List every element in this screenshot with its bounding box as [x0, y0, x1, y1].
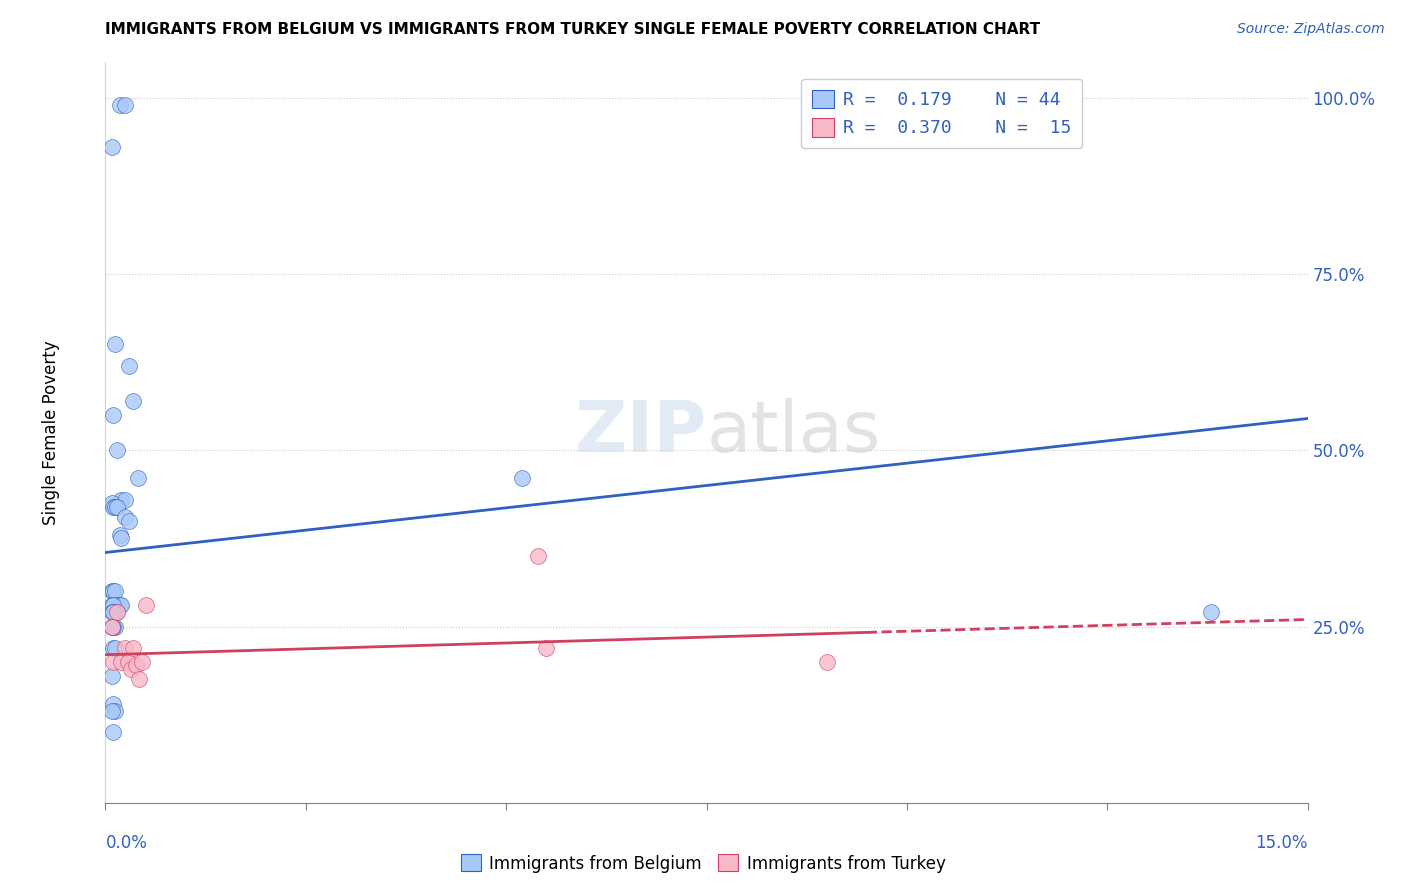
Point: [815, 655, 838, 669]
Point: [117, 655, 139, 669]
Point: [101, 619, 124, 633]
Point: [114, 640, 136, 655]
Point: [110, 532, 132, 546]
Point: [120, 662, 142, 676]
Point: [118, 359, 141, 373]
Text: Source: ZipAtlas.com: Source: ZipAtlas.com: [1237, 22, 1385, 37]
Text: ZIP: ZIP: [574, 398, 707, 467]
Point: [127, 471, 149, 485]
Text: atlas: atlas: [707, 398, 882, 467]
Point: [108, 599, 131, 613]
Point: [104, 500, 127, 514]
Text: IMMIGRANTS FROM BELGIUM VS IMMIGRANTS FROM TURKEY SINGLE FEMALE POVERTY CORRELAT: IMMIGRANTS FROM BELGIUM VS IMMIGRANTS FR…: [105, 22, 1040, 37]
Point: [103, 500, 125, 514]
Point: [107, 606, 129, 620]
Point: [110, 492, 132, 507]
Point: [103, 655, 125, 669]
Legend: R =  0.179    N = 44, R =  0.370    N =  15: R = 0.179 N = 44, R = 0.370 N = 15: [801, 78, 1083, 148]
Point: [104, 640, 127, 655]
Point: [104, 606, 127, 620]
Point: [118, 514, 141, 528]
Point: [101, 704, 124, 718]
Point: [1201, 606, 1223, 620]
Text: Single Female Poverty: Single Female Poverty: [42, 341, 60, 524]
Point: [103, 697, 125, 711]
Point: [135, 599, 157, 613]
Point: [103, 606, 125, 620]
Point: [103, 725, 125, 739]
Point: [107, 500, 129, 514]
Point: [101, 599, 124, 613]
Point: [101, 606, 124, 620]
Legend: Immigrants from Belgium, Immigrants from Turkey: Immigrants from Belgium, Immigrants from…: [454, 847, 952, 880]
Point: [107, 599, 129, 613]
Point: [527, 549, 550, 563]
Point: [101, 669, 124, 683]
Point: [104, 337, 127, 351]
Point: [108, 528, 131, 542]
Point: [128, 673, 150, 687]
Point: [114, 97, 136, 112]
Point: [122, 393, 145, 408]
Point: [103, 599, 125, 613]
Point: [104, 619, 127, 633]
Point: [534, 640, 557, 655]
Point: [103, 408, 125, 422]
Point: [122, 640, 145, 655]
Point: [101, 619, 124, 633]
Point: [131, 655, 153, 669]
Text: 15.0%: 15.0%: [1256, 834, 1308, 852]
Point: [107, 443, 129, 458]
Point: [103, 584, 125, 599]
Point: [114, 492, 136, 507]
Point: [103, 640, 125, 655]
Point: [104, 704, 127, 718]
Point: [110, 599, 132, 613]
Point: [110, 655, 132, 669]
Point: [101, 584, 124, 599]
Point: [114, 510, 136, 524]
Point: [107, 606, 129, 620]
Point: [101, 619, 124, 633]
Text: 0.0%: 0.0%: [105, 834, 148, 852]
Point: [101, 496, 124, 510]
Point: [125, 658, 148, 673]
Point: [108, 97, 131, 112]
Point: [101, 140, 124, 154]
Point: [103, 619, 125, 633]
Point: [104, 584, 127, 599]
Point: [510, 471, 533, 485]
